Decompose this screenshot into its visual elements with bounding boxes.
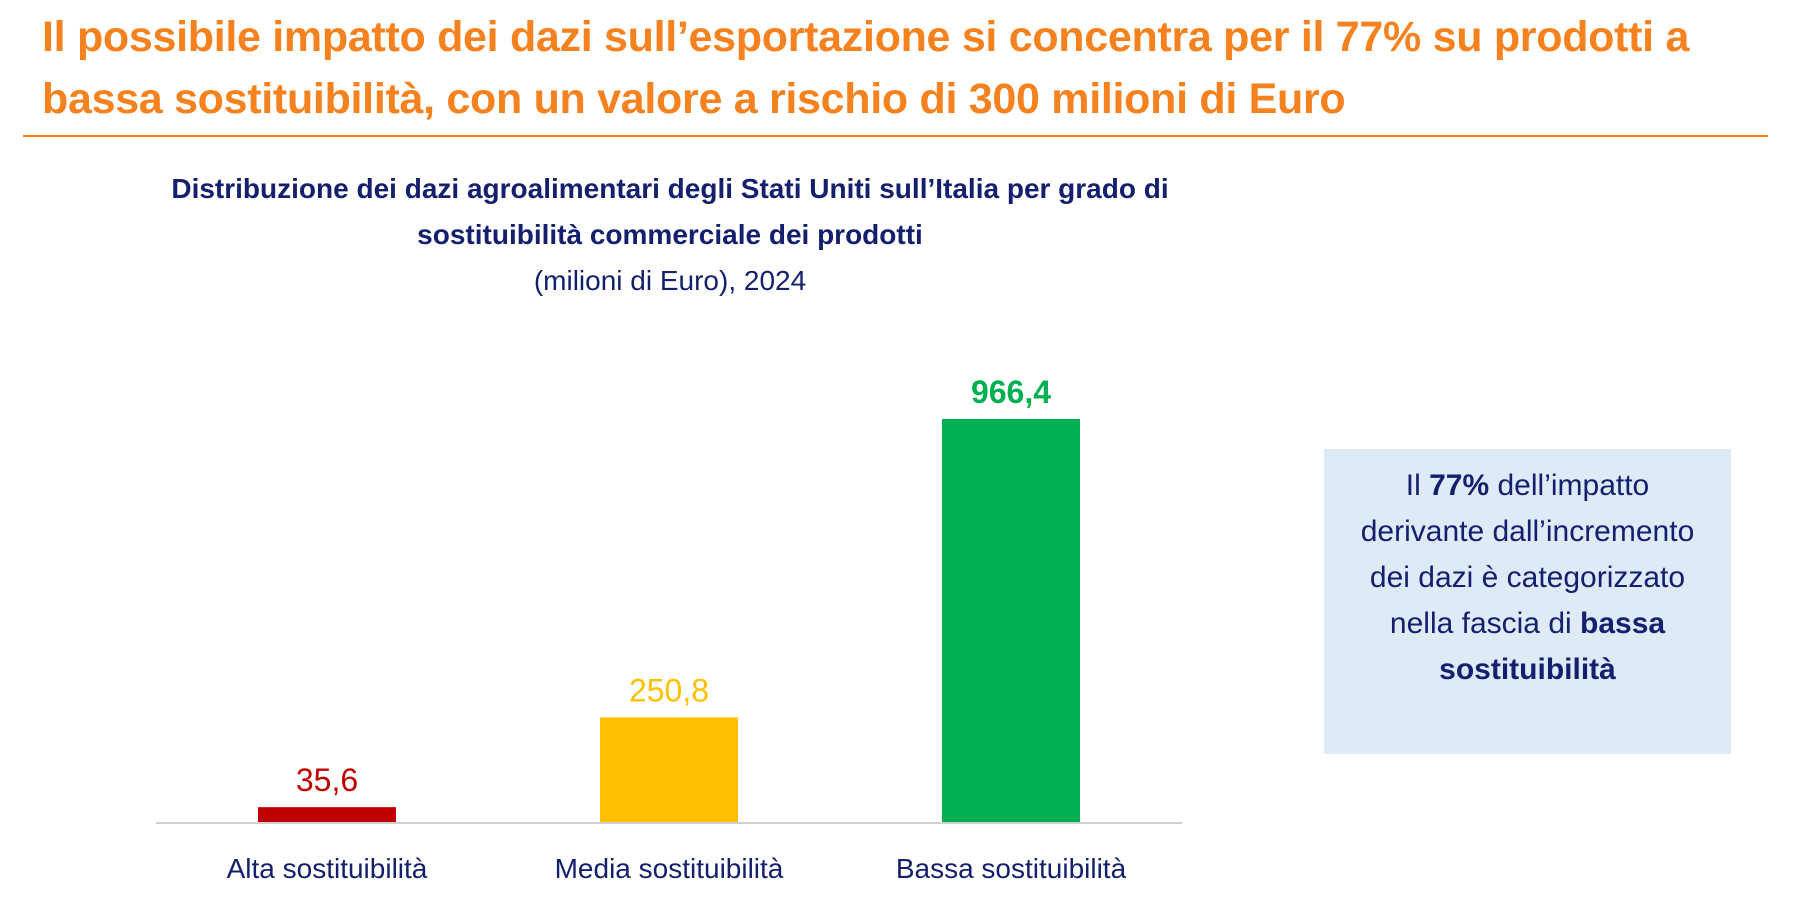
category-label: Alta sostituibilità	[227, 853, 428, 884]
category-label: Bassa sostituibilità	[896, 853, 1127, 884]
category-label: Media sostituibilità	[555, 853, 784, 884]
bar	[942, 419, 1080, 822]
headline: Il possibile impatto dei dazi sull’espor…	[42, 13, 1690, 123]
headline-divider	[23, 135, 1768, 137]
callout-highlight: 77%	[1429, 469, 1490, 502]
callout-text: dell’impatto derivante dall’incremento d…	[1360, 469, 1695, 640]
data-label: 966,4	[971, 374, 1051, 410]
chart-title: Distribuzione dei dazi agroalimentari de…	[171, 173, 1169, 250]
callout-highlight: bassa sostituibilità	[1439, 607, 1666, 686]
data-label: 250,8	[629, 672, 709, 708]
data-label: 35,6	[296, 762, 358, 798]
bar	[258, 807, 396, 822]
callout-box: Il 77% dell’impatto derivante dall’incre…	[1324, 449, 1731, 754]
chart-subtitle: (milioni di Euro), 2024	[533, 265, 807, 296]
callout-text: Il	[1405, 469, 1430, 502]
bar	[600, 717, 738, 822]
